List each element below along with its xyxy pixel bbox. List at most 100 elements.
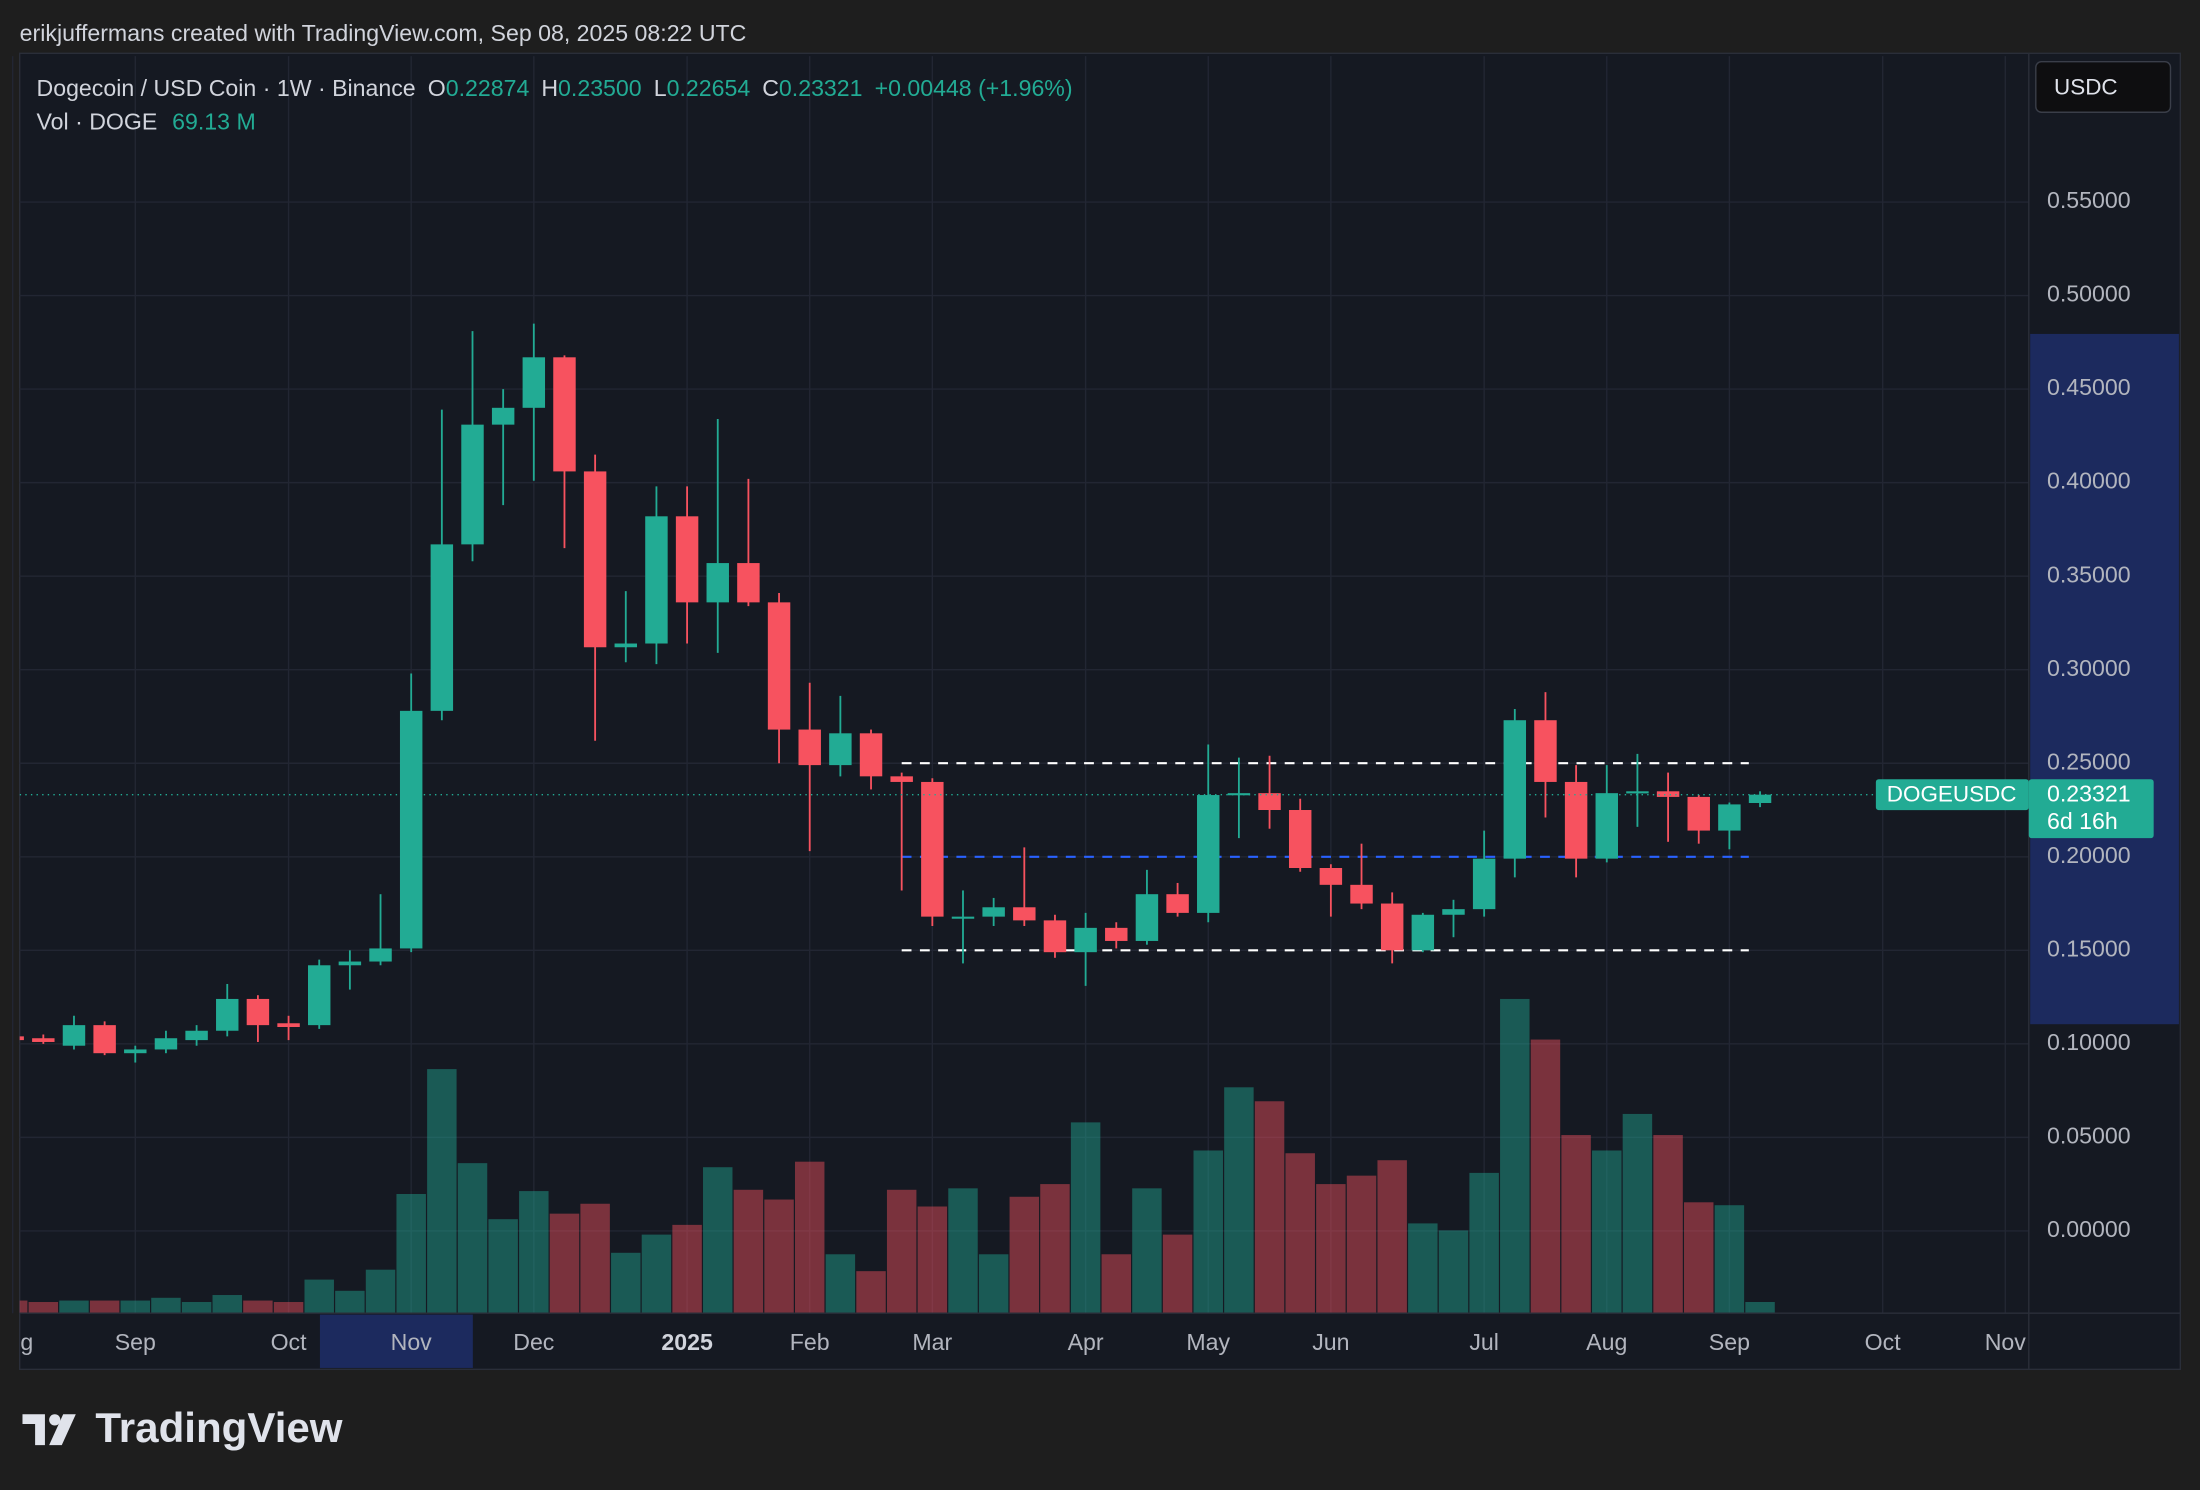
volume-bar (1193, 1150, 1223, 1314)
volume-bar (1622, 1113, 1653, 1314)
candle-body (1013, 907, 1036, 921)
volume-bar (28, 1302, 59, 1314)
candle-body (1534, 720, 1557, 782)
volume-bar (1561, 1135, 1591, 1314)
candle-body (1105, 927, 1128, 941)
volume-bar (427, 1069, 457, 1314)
candle-body (246, 998, 270, 1026)
candle-body (1380, 903, 1404, 951)
candle-body (614, 643, 638, 648)
candle-body (461, 424, 484, 545)
candle-body (1687, 796, 1710, 831)
volume-bar (365, 1269, 396, 1314)
candle-body (19, 1036, 24, 1041)
y-tick-label: 0.35000 (2047, 561, 2131, 587)
volume-bar (1254, 1101, 1285, 1314)
volume-bar (1224, 1087, 1254, 1314)
volume-bar (335, 1290, 365, 1314)
candle-body (185, 1030, 208, 1041)
volume-bar (1132, 1188, 1162, 1314)
candle-body (491, 407, 515, 425)
y-tick-label: 0.25000 (2047, 748, 2131, 774)
legend-key: C (762, 75, 779, 101)
x-tick-label: Apr (1068, 1329, 1104, 1355)
candle-body (1748, 794, 1772, 804)
volume-bar (611, 1252, 641, 1314)
brand-logo: TradingView (22, 1404, 343, 1451)
candle-body (338, 961, 362, 966)
watermark: erikjuffermans created with TradingView.… (20, 20, 747, 46)
volume-bar (273, 1302, 304, 1314)
candle-body (1197, 795, 1220, 913)
candle-body (583, 471, 607, 648)
x-tick-label: Sep (115, 1329, 156, 1355)
volume-bar (1653, 1135, 1683, 1314)
y-tick-label: 0.55000 (2047, 187, 2131, 213)
candle-body (675, 516, 699, 603)
x-tick-label: Dec (513, 1329, 554, 1355)
legend-value: 0.23321 (779, 75, 863, 101)
x-tick-label: 2025 (661, 1329, 713, 1355)
candle-body (645, 516, 668, 644)
volume-bar (703, 1167, 733, 1314)
volume-bar (1070, 1122, 1101, 1314)
volume-bar (212, 1295, 242, 1314)
volume-bar (794, 1161, 825, 1314)
front-layer: 0.00000 0.05000 0.10000 0.15000 0.20000 0.250… (1875, 187, 2154, 1242)
candle-body (1411, 914, 1435, 951)
candle-body (1503, 720, 1527, 859)
volume-title: Vol · DOGE (37, 109, 158, 135)
candle-body (1288, 810, 1312, 868)
symbol-tag (1875, 779, 2029, 811)
volume-bar (1592, 1150, 1622, 1314)
y-tick-label: 0.15000 (2047, 935, 2131, 961)
volume-value: 69.13 M (172, 109, 256, 135)
x-tick-label: Sep (1709, 1329, 1750, 1355)
y-tick-label: 0.30000 (2047, 655, 2131, 681)
logo-shape (49, 1414, 76, 1446)
volume-bar (59, 1300, 89, 1314)
plot-area (19, 323, 2029, 1314)
legend-change: +0.00448 (+1.96%) (875, 75, 1073, 101)
candle-body (737, 563, 760, 603)
candle-body (277, 1023, 300, 1028)
price-tag (2028, 779, 2154, 839)
volume-bar (1316, 1184, 1346, 1314)
legend-symbol: Dogecoin / USD Coin · 1W · Binance (37, 75, 416, 101)
candle-body (93, 1025, 116, 1054)
candle-body (767, 602, 791, 730)
volume-bar (549, 1213, 580, 1314)
currency-button[interactable] (2035, 61, 2172, 113)
volume-bar (1408, 1223, 1438, 1314)
legend-value: 0.22654 (667, 75, 751, 101)
candle-body (859, 733, 883, 777)
candle-body (62, 1025, 86, 1046)
volume-bar (1162, 1234, 1193, 1314)
volume-legend: Vol · DOGE 69.13 M (37, 109, 256, 135)
candle-body (982, 907, 1005, 917)
candle-body (951, 916, 975, 919)
volume-bar (519, 1191, 549, 1314)
y-tick-label: 0.40000 (2047, 468, 2131, 494)
candle-body (1564, 781, 1588, 859)
volume-bar (304, 1279, 334, 1314)
candle-body (1442, 909, 1465, 915)
legend-value: 0.23500 (558, 75, 642, 101)
x-tick-label: Jul (1469, 1329, 1499, 1355)
chart-panel (18, 52, 2182, 1371)
candle-body (32, 1038, 55, 1042)
volume-bar (764, 1199, 794, 1314)
x-tick-label: Nov (391, 1329, 433, 1355)
y-tick-label: 0.50000 (2047, 281, 2131, 307)
volume-bar (886, 1189, 917, 1314)
volume-bar (1101, 1254, 1132, 1314)
volume-bar (917, 1206, 948, 1314)
volume-bar (580, 1203, 610, 1314)
candle-body (124, 1049, 147, 1054)
candle-body (1718, 804, 1741, 831)
x-tick-label: Aug (0, 1329, 33, 1355)
x-tick-label: Oct (271, 1329, 308, 1355)
candle-body (1472, 858, 1496, 910)
candle-body (1043, 920, 1067, 953)
